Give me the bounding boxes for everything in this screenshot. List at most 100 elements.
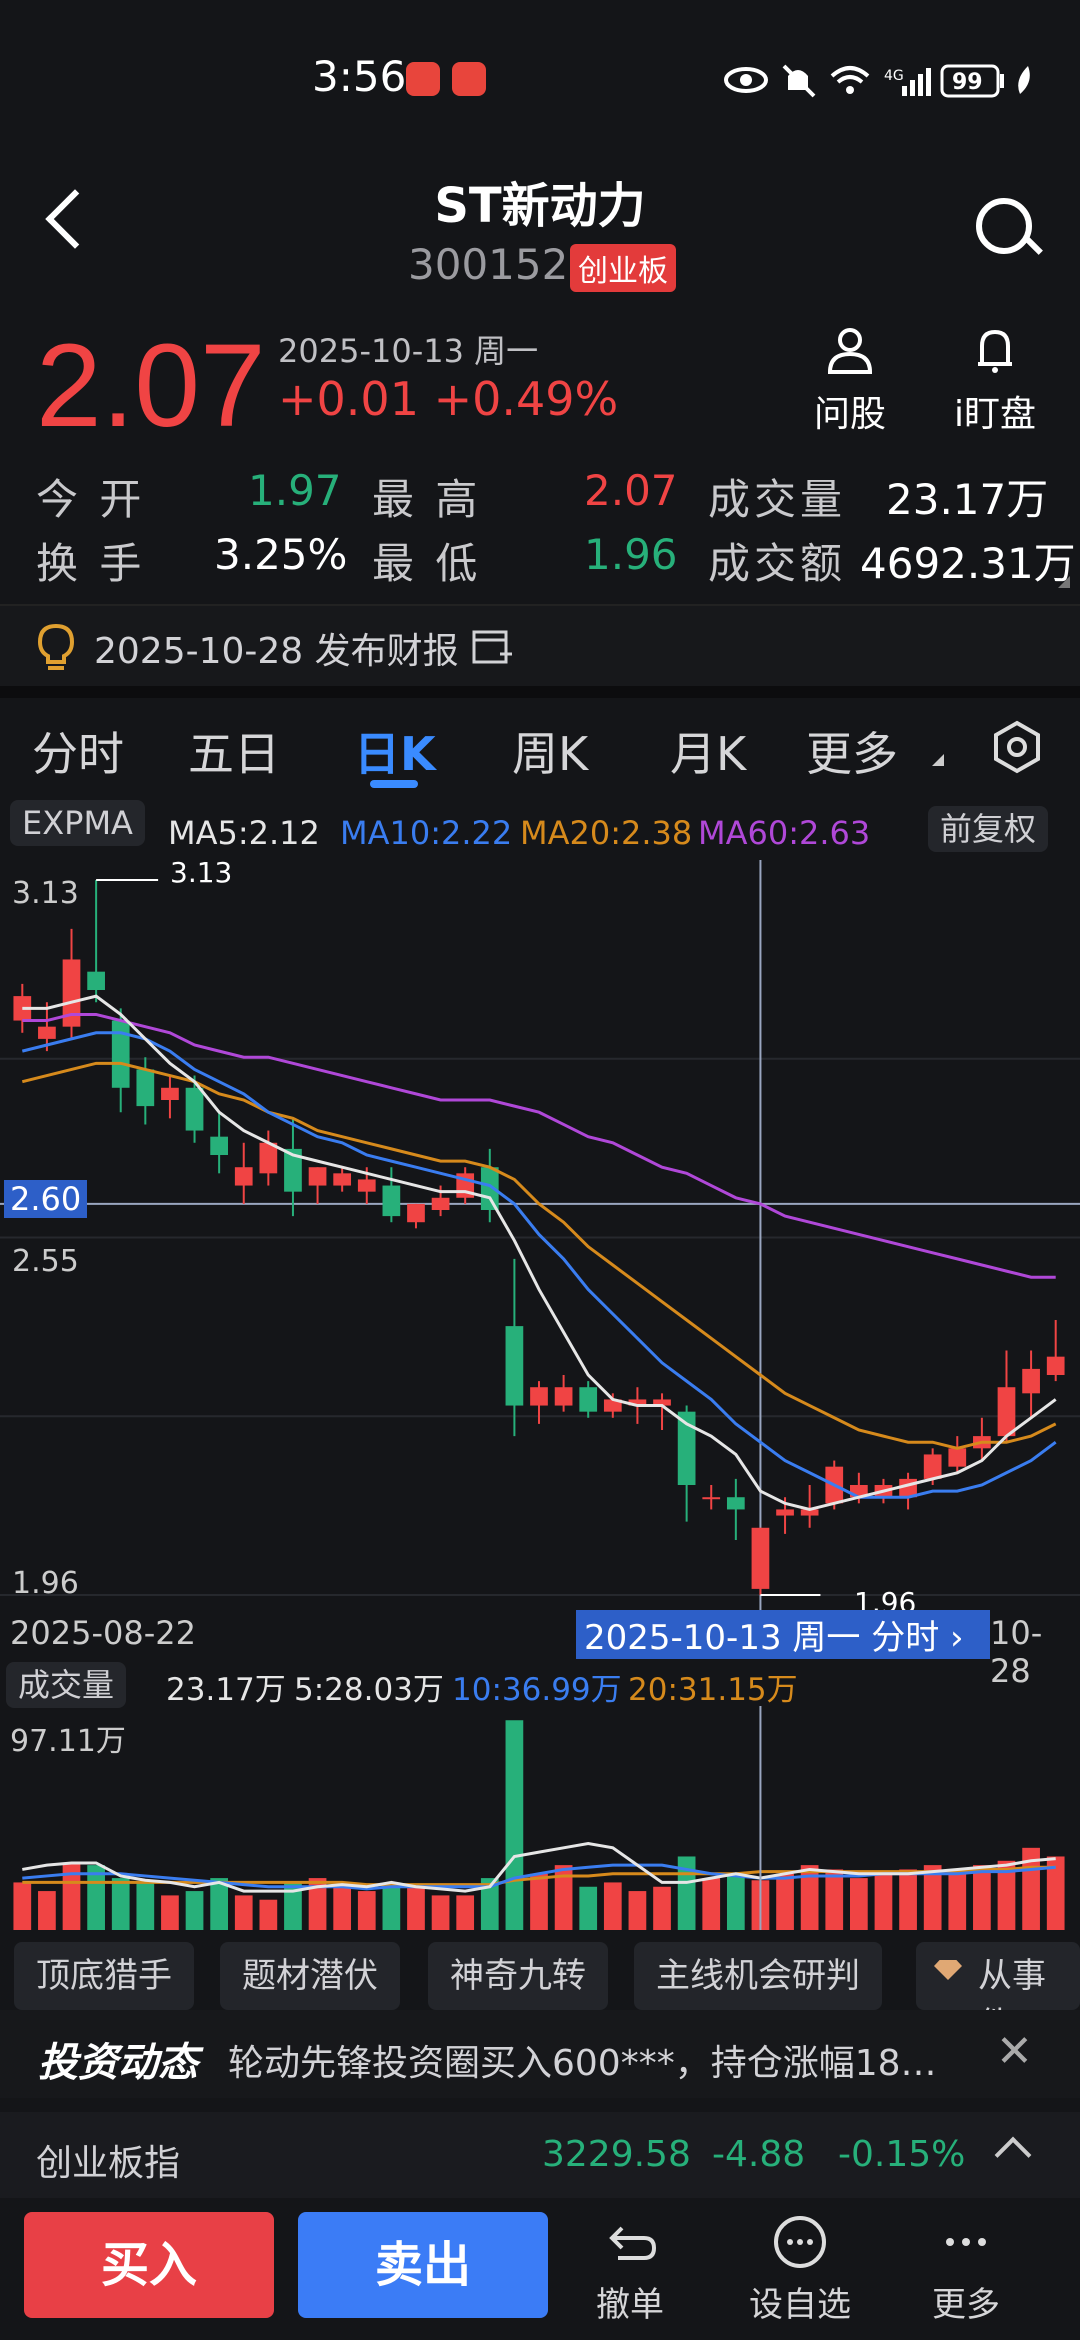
adjust-select[interactable]: 前复权	[928, 804, 1049, 860]
candle-body	[800, 1509, 819, 1516]
candle-body	[431, 1197, 450, 1210]
volume-bar	[776, 1873, 794, 1930]
candle-body	[923, 1454, 942, 1479]
volume-bar	[628, 1891, 647, 1930]
axis-end-date: 10-28	[990, 1614, 1043, 1690]
candle-body	[357, 1179, 376, 1192]
cursor-date-label[interactable]: 2025-10-13 周一 分时 ›	[576, 1610, 990, 1659]
volume-bar	[923, 1865, 942, 1930]
volume-bar	[480, 1878, 499, 1930]
volume-bar	[1046, 1856, 1065, 1930]
news-ticker[interactable]: 投资动态 轮动先锋投资圈买入600***，持仓涨幅18… ✕	[0, 2010, 1080, 2098]
more-button[interactable]: 更多	[916, 2214, 1016, 2326]
tab-weekly-k[interactable]: 周K	[512, 727, 589, 781]
sell-button[interactable]: 卖出	[298, 2212, 548, 2318]
chevron-up-icon[interactable]	[994, 2136, 1032, 2174]
candle-body	[653, 1399, 671, 1406]
volume-bar	[948, 1869, 967, 1930]
close-icon[interactable]: ✕	[996, 2026, 1033, 2077]
battery-icon: 99	[940, 64, 1004, 98]
tab-more[interactable]: 更多	[806, 727, 898, 781]
candle-body	[554, 1387, 573, 1406]
low-label: 最 低	[372, 539, 482, 588]
expand-corner-icon[interactable]	[1058, 576, 1070, 588]
chip-bottom-top-hunter[interactable]: 顶底猎手	[14, 1942, 194, 2010]
settings-hex-icon[interactable]	[990, 720, 1044, 774]
volume-chart[interactable]	[0, 1706, 1080, 1936]
chip-theme-ambush[interactable]: 题材潜伏	[220, 1942, 400, 2010]
signal-icon	[902, 68, 931, 96]
volume-select[interactable]: 成交量	[6, 1660, 127, 1708]
tab-intraday[interactable]: 分时	[32, 727, 124, 781]
volume-bar	[702, 1878, 721, 1930]
candle-body	[948, 1448, 967, 1467]
volume-value: 23.17万	[886, 475, 1049, 524]
volume-bar	[234, 1895, 253, 1930]
candlestick-chart[interactable]	[0, 860, 1080, 1630]
watch-alert-button[interactable]: i盯盘	[940, 326, 1050, 437]
candle-body	[505, 1326, 524, 1406]
earnings-notice[interactable]: 2025-10-28 发布财报	[0, 604, 1080, 690]
more-label: 更多	[932, 2285, 1000, 2325]
ma10-line	[21, 1031, 1057, 1499]
candle-body	[1022, 1368, 1040, 1394]
high-marker-label: 3.13	[170, 856, 233, 889]
app-notification-icon-2	[452, 62, 486, 96]
vol-ma20: 20:31.15万	[628, 1672, 798, 1708]
chip-mainline[interactable]: 主线机会研判	[634, 1942, 882, 2010]
volume-bar	[382, 1882, 401, 1930]
chip-event[interactable]: 从事件	[916, 1942, 1080, 2045]
eye-icon	[724, 67, 768, 93]
search-icon-handle[interactable]	[1023, 235, 1043, 255]
candle-body	[726, 1497, 745, 1510]
change-percent: +0.49%	[433, 372, 619, 426]
volume-bar	[284, 1882, 302, 1930]
adjust-mode[interactable]: 前复权	[928, 806, 1049, 852]
ma5-value: MA5:2.12	[168, 814, 320, 852]
tab-daily-k[interactable]: 日K	[354, 727, 436, 781]
candle-body	[185, 1087, 204, 1131]
candle-body	[530, 1387, 548, 1406]
candle-body	[38, 1026, 56, 1039]
volume-bar	[185, 1891, 204, 1930]
low-value: 1.96	[584, 530, 678, 579]
volume-bar	[973, 1865, 991, 1930]
volume-bar	[38, 1891, 56, 1930]
axis-top-price: 3.13	[12, 876, 79, 911]
buy-button[interactable]: 买入	[24, 2212, 274, 2318]
indicator-select[interactable]: EXPMA	[10, 800, 145, 860]
volume-bar	[111, 1878, 130, 1930]
candle-body	[62, 959, 81, 1027]
status-icons: 4G 99	[724, 64, 1030, 98]
ask-stock-button[interactable]: 问股	[810, 326, 890, 437]
candle-body	[776, 1509, 794, 1516]
tab-monthly-k[interactable]: 月K	[670, 727, 747, 781]
high-value: 2.07	[584, 466, 678, 515]
lightbulb-icon	[37, 623, 75, 670]
chip-magic-nine[interactable]: 神奇九转	[428, 1942, 608, 2010]
calendar-add-icon[interactable]	[470, 624, 514, 668]
more-dropdown-icon[interactable]	[932, 754, 944, 766]
current-price: 2.07	[36, 320, 266, 452]
volume-bar	[800, 1865, 819, 1930]
candle-body	[210, 1136, 228, 1155]
volume-bar	[579, 1886, 598, 1930]
candle-body	[702, 1497, 721, 1500]
volume-mode[interactable]: 成交量	[6, 1662, 127, 1708]
volume-bar	[431, 1895, 450, 1930]
turnover-label: 换 手	[36, 539, 146, 588]
notice-text: 2025-10-28 发布财报	[94, 631, 459, 672]
candle-body	[628, 1399, 647, 1406]
tab-five-day[interactable]: 五日	[188, 727, 280, 781]
volume-bar	[825, 1869, 844, 1930]
cursor-price-label: 2.60	[4, 1180, 88, 1218]
undo-order-button[interactable]: 撤单	[580, 2214, 680, 2326]
indicator-mode[interactable]: EXPMA	[10, 800, 145, 846]
add-watchlist-button[interactable]: 设自选	[740, 2214, 860, 2326]
volume-bar	[997, 1860, 1016, 1930]
watch-alert-label: i盯盘	[953, 394, 1036, 435]
index-bar[interactable]: 创业板指 3229.58 -4.88 -0.15%	[0, 2112, 1080, 2198]
wifi-icon	[830, 66, 870, 94]
mute-bell-icon	[782, 64, 816, 98]
search-icon[interactable]	[976, 198, 1032, 254]
